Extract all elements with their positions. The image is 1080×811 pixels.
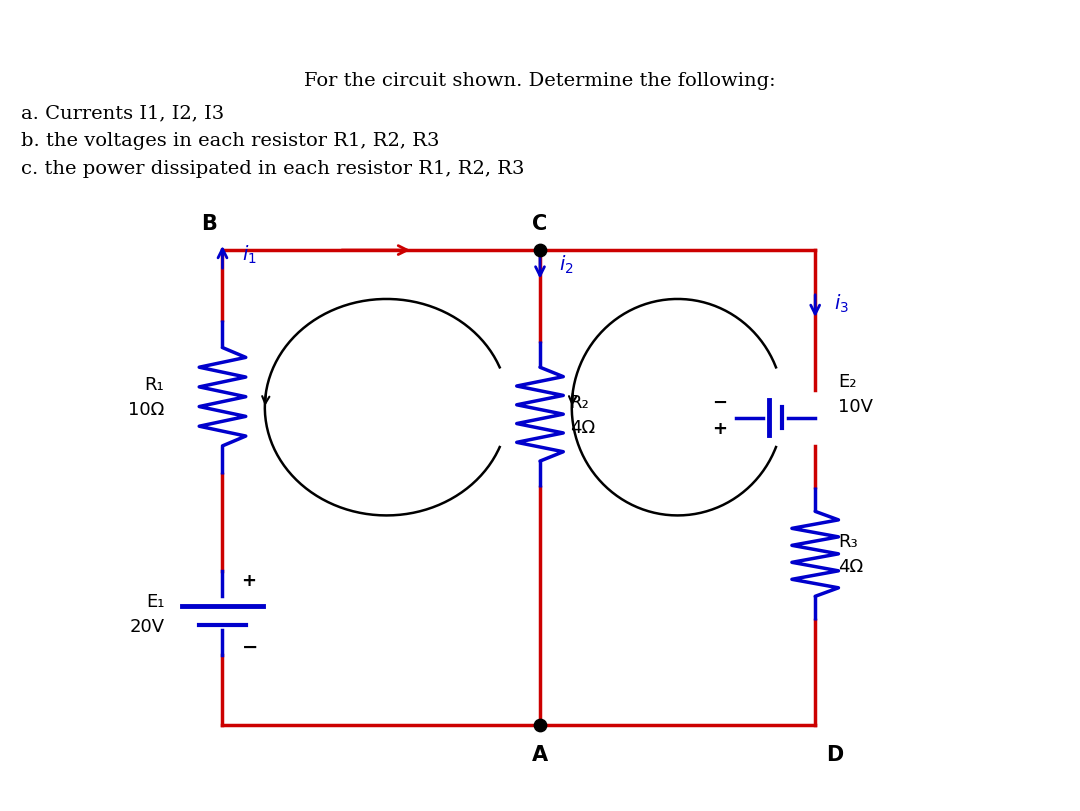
Text: $i_3$: $i_3$ (834, 292, 849, 314)
Text: R₁
10Ω: R₁ 10Ω (129, 375, 164, 418)
Text: For the circuit shown. Determine the following:: For the circuit shown. Determine the fol… (305, 72, 775, 90)
Text: R₂
4Ω: R₂ 4Ω (569, 393, 595, 436)
Text: +: + (242, 571, 257, 589)
Text: $i_1$: $i_1$ (242, 243, 256, 265)
Text: D: D (826, 744, 843, 765)
Text: E₁
20V: E₁ 20V (130, 592, 164, 635)
Text: $i_2$: $i_2$ (559, 254, 573, 276)
Text: A: A (532, 744, 548, 765)
Text: c. the power dissipated in each resistor R1, R2, R3: c. the power dissipated in each resistor… (22, 160, 525, 178)
Text: E₂
10V: E₂ 10V (838, 372, 874, 415)
Text: R₃
4Ω: R₃ 4Ω (838, 533, 864, 576)
Text: b. the voltages in each resistor R1, R2, R3: b. the voltages in each resistor R1, R2,… (22, 131, 440, 149)
Text: −: − (242, 637, 258, 656)
Text: B: B (201, 213, 217, 234)
Text: a. Currents I1, I2, I3: a. Currents I1, I2, I3 (22, 104, 225, 122)
Text: −: − (712, 394, 727, 412)
Point (531, 244, 549, 257)
Text: C: C (532, 213, 548, 234)
Point (531, 719, 549, 732)
Text: +: + (713, 419, 727, 438)
